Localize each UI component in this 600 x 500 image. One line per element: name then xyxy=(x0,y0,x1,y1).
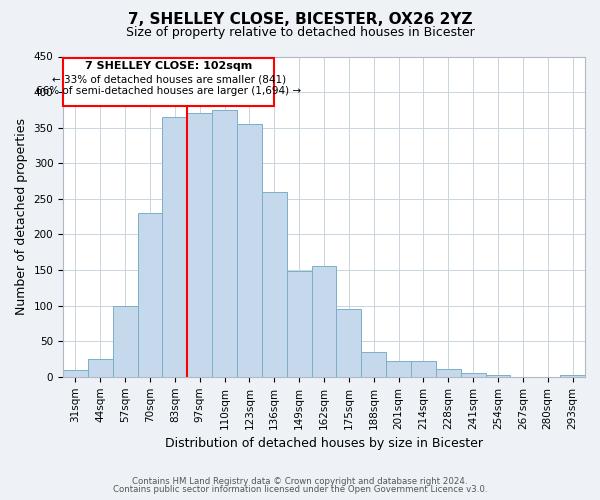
Bar xyxy=(311,266,337,377)
Bar xyxy=(187,114,212,377)
Bar xyxy=(337,309,361,377)
Text: 66% of semi-detached houses are larger (1,694) →: 66% of semi-detached houses are larger (… xyxy=(36,86,301,97)
Bar xyxy=(163,117,187,377)
Text: ← 33% of detached houses are smaller (841): ← 33% of detached houses are smaller (84… xyxy=(52,74,286,85)
Bar xyxy=(88,359,113,377)
Bar xyxy=(287,272,311,377)
Bar xyxy=(436,369,461,377)
Bar xyxy=(212,110,237,377)
Bar xyxy=(262,192,287,377)
Bar xyxy=(137,213,163,377)
Text: Contains HM Land Registry data © Crown copyright and database right 2024.: Contains HM Land Registry data © Crown c… xyxy=(132,477,468,486)
Text: Contains public sector information licensed under the Open Government Licence v3: Contains public sector information licen… xyxy=(113,485,487,494)
Bar xyxy=(361,352,386,377)
Bar xyxy=(386,361,411,377)
Bar xyxy=(461,374,485,377)
Text: 7, SHELLEY CLOSE, BICESTER, OX26 2YZ: 7, SHELLEY CLOSE, BICESTER, OX26 2YZ xyxy=(128,12,472,28)
Text: Size of property relative to detached houses in Bicester: Size of property relative to detached ho… xyxy=(125,26,475,39)
X-axis label: Distribution of detached houses by size in Bicester: Distribution of detached houses by size … xyxy=(165,437,483,450)
Y-axis label: Number of detached properties: Number of detached properties xyxy=(15,118,28,315)
Bar xyxy=(560,374,585,377)
Bar xyxy=(411,361,436,377)
Bar xyxy=(113,306,137,377)
Bar xyxy=(237,124,262,377)
Bar xyxy=(485,374,511,377)
FancyBboxPatch shape xyxy=(63,58,274,106)
Bar xyxy=(63,370,88,377)
Text: 7 SHELLEY CLOSE: 102sqm: 7 SHELLEY CLOSE: 102sqm xyxy=(85,62,252,72)
